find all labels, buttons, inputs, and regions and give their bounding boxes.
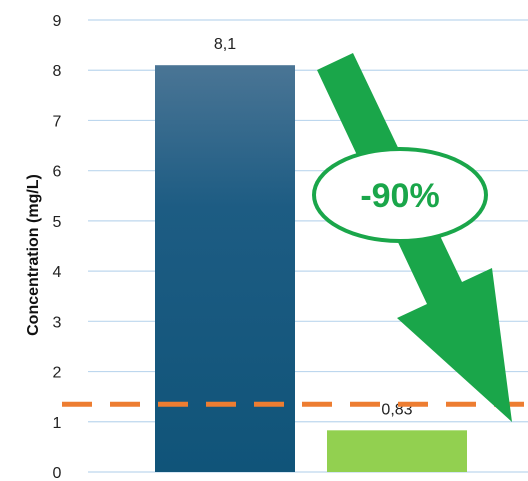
y-tick-label: 9 — [53, 13, 62, 30]
data-label: 8,1 — [214, 36, 236, 53]
y-tick-label: 4 — [53, 264, 62, 281]
y-tick-label: 1 — [53, 415, 62, 432]
y-axis-ticks: 0 1 2 3 4 5 6 7 8 9 — [53, 13, 62, 481]
y-tick-label: 6 — [53, 164, 62, 181]
callout-bubble — [312, 147, 488, 243]
y-tick-label: 8 — [53, 63, 62, 80]
callout-label: -90% — [360, 177, 439, 215]
y-tick-label: 5 — [53, 214, 62, 231]
reduction-callout: -90% — [312, 53, 512, 422]
y-axis-label: Concentration (mg/L) — [25, 174, 42, 336]
bar — [327, 430, 467, 472]
y-tick-label: 3 — [53, 314, 62, 331]
y-tick-label: 7 — [53, 113, 62, 130]
bar — [155, 65, 295, 472]
y-tick-label: 0 — [53, 465, 62, 481]
y-tick-label: 2 — [53, 365, 62, 382]
